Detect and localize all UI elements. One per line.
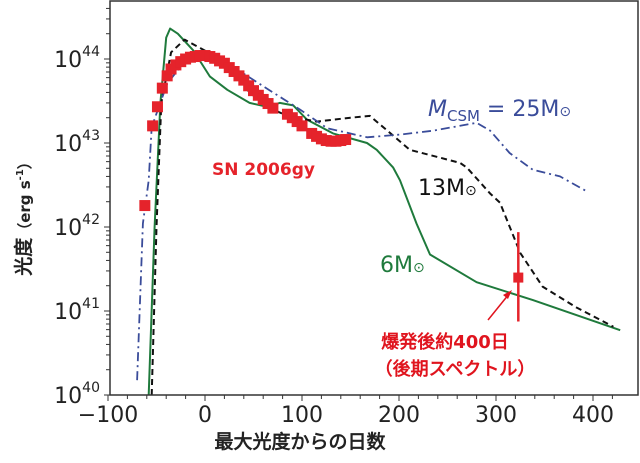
sn2006gy-data-point xyxy=(156,82,168,94)
y-tick-label: 1042 xyxy=(54,212,100,241)
m25-label: MCSM = 25M⊙ xyxy=(428,97,571,125)
x-tick-label: 200 xyxy=(378,403,420,428)
sn2006gy-data-point xyxy=(340,134,352,146)
sn2006gy-data-point xyxy=(161,70,173,82)
axes: −100 0 100 200 300 400 1040 1041 1042 1043 1044 xyxy=(54,7,614,428)
y-axis-label: 光度（erg s-1） xyxy=(12,154,35,277)
model-25msun-curve xyxy=(136,54,589,381)
x-tick-label: 0 xyxy=(198,403,212,428)
plot-area xyxy=(136,27,621,395)
x-tick-label: 400 xyxy=(572,403,614,428)
sn2006gy-data-point xyxy=(151,101,163,113)
y-tick-label: 1040 xyxy=(54,380,100,409)
annotation-arrowhead-icon xyxy=(503,290,512,299)
late-data-point xyxy=(513,272,524,283)
sn2006gy-data-point xyxy=(267,102,279,114)
annotation-line-2: （後期スペクトル） xyxy=(375,358,536,380)
sn2006gy-data-point xyxy=(238,74,250,86)
m13-label: 13M⊙ xyxy=(418,176,477,201)
x-tick-label: −100 xyxy=(78,403,138,428)
sn2006gy-data-point xyxy=(296,120,308,132)
x-tick-label: 100 xyxy=(281,403,323,428)
y-tick-label: 1044 xyxy=(54,44,100,73)
sn2006gy-data-point xyxy=(139,200,151,212)
annotation-line-1: 爆発後約400日 xyxy=(381,331,509,353)
sn-2006gy-label: SN 2006gy xyxy=(212,160,315,180)
m6-label: 6M⊙ xyxy=(380,253,425,278)
annotation-arrow xyxy=(487,293,510,321)
x-tick-label: 300 xyxy=(475,403,517,428)
x-axis-label: 最大光度からの日数 xyxy=(214,430,386,453)
y-tick-label: 1043 xyxy=(54,128,100,157)
model-6msun-curve xyxy=(147,27,621,395)
model-13msun-curve xyxy=(150,38,614,395)
y-tick-label: 1041 xyxy=(54,296,100,325)
sn2006gy-data-point xyxy=(147,120,159,132)
plot-frame xyxy=(109,0,639,396)
